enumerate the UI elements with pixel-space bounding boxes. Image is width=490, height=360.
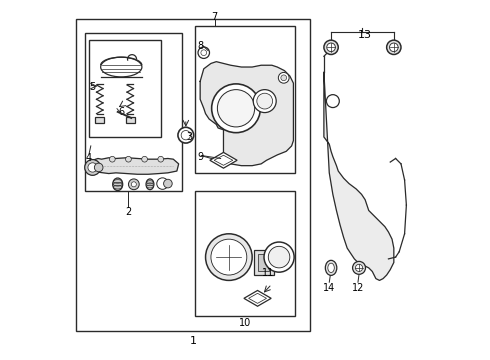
Circle shape <box>253 90 276 113</box>
Circle shape <box>264 242 294 272</box>
Text: 9: 9 <box>197 152 203 162</box>
Text: 4: 4 <box>85 153 91 163</box>
Bar <box>195 191 295 316</box>
Text: 13: 13 <box>358 30 372 40</box>
Bar <box>254 250 274 275</box>
Circle shape <box>390 43 398 51</box>
Bar <box>195 26 295 173</box>
Circle shape <box>355 264 363 271</box>
Circle shape <box>125 156 131 162</box>
Circle shape <box>324 40 338 54</box>
Text: 7: 7 <box>211 12 218 22</box>
Bar <box>76 19 310 330</box>
Circle shape <box>281 75 287 81</box>
Polygon shape <box>214 155 233 165</box>
Circle shape <box>278 72 289 83</box>
Text: 1: 1 <box>190 336 196 346</box>
Polygon shape <box>324 72 394 280</box>
Bar <box>85 33 182 191</box>
Ellipse shape <box>325 260 337 275</box>
Circle shape <box>353 261 366 274</box>
Polygon shape <box>210 152 237 168</box>
Circle shape <box>205 234 252 280</box>
Polygon shape <box>91 158 179 174</box>
Ellipse shape <box>113 178 122 190</box>
Circle shape <box>257 93 272 109</box>
Circle shape <box>211 239 247 275</box>
Ellipse shape <box>100 57 142 77</box>
Circle shape <box>387 40 401 54</box>
Circle shape <box>95 163 103 172</box>
Circle shape <box>181 131 191 140</box>
Text: 5: 5 <box>90 82 96 92</box>
Text: 3: 3 <box>186 132 193 142</box>
Circle shape <box>269 246 290 268</box>
Circle shape <box>198 47 210 58</box>
Circle shape <box>201 50 207 55</box>
Circle shape <box>88 163 97 172</box>
Circle shape <box>164 179 172 188</box>
Ellipse shape <box>328 263 334 273</box>
Text: 6: 6 <box>118 107 124 117</box>
Circle shape <box>327 43 335 51</box>
Text: 2: 2 <box>125 207 132 217</box>
Circle shape <box>128 179 139 190</box>
Text: 10: 10 <box>239 319 251 328</box>
Text: 8: 8 <box>197 41 203 50</box>
Circle shape <box>178 127 194 143</box>
Circle shape <box>212 84 260 133</box>
Polygon shape <box>200 62 294 166</box>
Text: 12: 12 <box>352 283 364 293</box>
Bar <box>258 253 270 271</box>
Text: 11: 11 <box>262 268 274 278</box>
Bar <box>89 40 161 137</box>
Polygon shape <box>244 291 271 306</box>
Circle shape <box>218 90 255 127</box>
Circle shape <box>326 95 339 108</box>
Circle shape <box>142 156 147 162</box>
Circle shape <box>157 178 168 189</box>
FancyBboxPatch shape <box>126 117 135 123</box>
Circle shape <box>158 156 164 162</box>
FancyBboxPatch shape <box>95 117 104 123</box>
Ellipse shape <box>146 179 154 190</box>
Text: 14: 14 <box>323 283 335 293</box>
Circle shape <box>131 182 136 187</box>
Circle shape <box>85 159 100 175</box>
Polygon shape <box>248 293 267 303</box>
Circle shape <box>109 156 115 162</box>
